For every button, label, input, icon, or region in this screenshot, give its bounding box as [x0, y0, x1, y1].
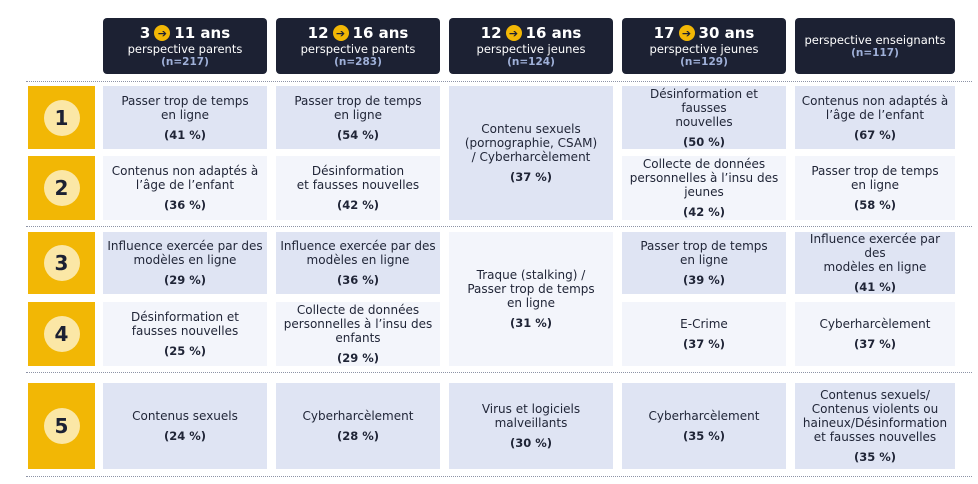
age-range: 12 ➔ 16 ans — [307, 23, 409, 42]
cell-enseignants-rank-5: Contenus sexuels/ Contenus violents ou h… — [795, 383, 955, 469]
row-divider — [26, 81, 972, 82]
rank-5: 5 — [28, 383, 95, 469]
cell-3-11-parents-rank-3: Influence exercée par des modèles en lig… — [103, 232, 267, 294]
header-12-16-parents: 12 ➔ 16 ans perspective parents (n=283) — [276, 18, 440, 74]
cell-17-30-jeunes-rank-2: Collecte de données personnelles à l’ins… — [622, 156, 786, 220]
sample-size: (n=124) — [507, 55, 555, 68]
rank-number: 1 — [43, 99, 80, 136]
rank-number: 2 — [43, 170, 80, 206]
rank-number: 3 — [43, 245, 80, 281]
cell-3-11-parents-rank-4: Désinformation et fausses nouvelles (25 %… — [103, 302, 267, 366]
cell-17-30-jeunes-rank-4: E-Crime (37 %) — [622, 302, 786, 366]
perspective-label: perspective parents — [127, 41, 243, 56]
header-12-16-jeunes: 12 ➔ 16 ans perspective jeunes (n=124) — [449, 18, 613, 74]
arrow-right-icon: ➔ — [154, 25, 171, 41]
header-17-30-jeunes: 17 ➔ 30 ans perspective jeunes (n=129) — [622, 18, 786, 74]
rank-2: 2 — [28, 156, 95, 220]
perspective-label: perspective enseignants — [804, 33, 946, 47]
cell-3-11-parents-rank-2: Contenus non adaptés à l’âge de l’enfant… — [103, 156, 267, 220]
cell-12-16-parents-rank-2: Désinformation et fausses nouvelles (42 %… — [276, 156, 440, 220]
header-3-11-parents: 3 ➔ 11 ans perspective parents (n=217) — [103, 18, 267, 74]
cell-enseignants-rank-2: Passer trop de temps en ligne (58 %) — [795, 156, 955, 220]
cell-enseignants-rank-1: Contenus non adaptés à l’âge de l’enfant… — [795, 86, 955, 149]
arrow-right-icon: ➔ — [678, 25, 695, 41]
cell-3-11-parents-rank-5: Contenus sexuels (24 %) — [103, 383, 267, 469]
rank-4: 4 — [28, 302, 95, 366]
cell-3-11-parents-rank-1: Passer trop de temps en ligne (41 %) — [103, 86, 267, 149]
rank-3: 3 — [28, 232, 95, 294]
cell-17-30-jeunes-rank-3: Passer trop de temps en ligne (39 %) — [622, 232, 786, 294]
rank-number: 4 — [43, 316, 80, 352]
perspective-label: perspective jeunes — [476, 41, 586, 56]
cell-12-16-jeunes-rank-1-2: Contenu sexuels (pornographie, CSAM) / C… — [449, 86, 613, 220]
cell-enseignants-rank-4: Cyberharcèlement (37 %) — [795, 302, 955, 366]
age-range: 17 ➔ 30 ans — [653, 23, 755, 42]
cell-12-16-parents-rank-5: Cyberharcèlement (28 %) — [276, 383, 440, 469]
arrow-right-icon: ➔ — [332, 25, 349, 41]
sample-size: (n=283) — [334, 55, 382, 68]
rank-number: 5 — [43, 408, 80, 444]
sample-size: (n=217) — [161, 55, 209, 68]
cell-12-16-jeunes-rank-5: Virus et logiciels malveillants (30 %) — [449, 383, 613, 469]
cell-12-16-parents-rank-3: Influence exercée par des modèles en lig… — [276, 232, 440, 294]
sample-size: (n=117) — [851, 47, 899, 59]
cell-12-16-parents-rank-1: Passer trop de temps en ligne (54 %) — [276, 86, 440, 149]
sample-size: (n=129) — [680, 55, 728, 68]
arrow-right-icon: ➔ — [505, 25, 522, 41]
row-divider — [26, 372, 972, 373]
row-divider — [26, 476, 972, 477]
cell-12-16-jeunes-rank-3-4: Traque (stalking) / Passer trop de temps… — [449, 232, 613, 366]
row-divider — [26, 226, 972, 227]
cell-17-30-jeunes-rank-1: Désinformation et fausses nouvelles (50 %… — [622, 86, 786, 149]
perspective-label: perspective parents — [300, 41, 416, 56]
header-enseignants: perspective enseignants (n=117) — [795, 18, 955, 74]
age-range: 12 ➔ 16 ans — [480, 23, 582, 42]
perspective-label: perspective jeunes — [649, 41, 759, 56]
cell-12-16-parents-rank-4: Collecte de données personnelles à l’ins… — [276, 302, 440, 366]
cell-enseignants-rank-3: Influence exercée par des modèles en lig… — [795, 232, 955, 294]
cell-17-30-jeunes-rank-5: Cyberharcèlement (35 %) — [622, 383, 786, 469]
rank-1: 1 — [28, 86, 95, 149]
age-range: 3 ➔ 11 ans — [139, 23, 231, 42]
